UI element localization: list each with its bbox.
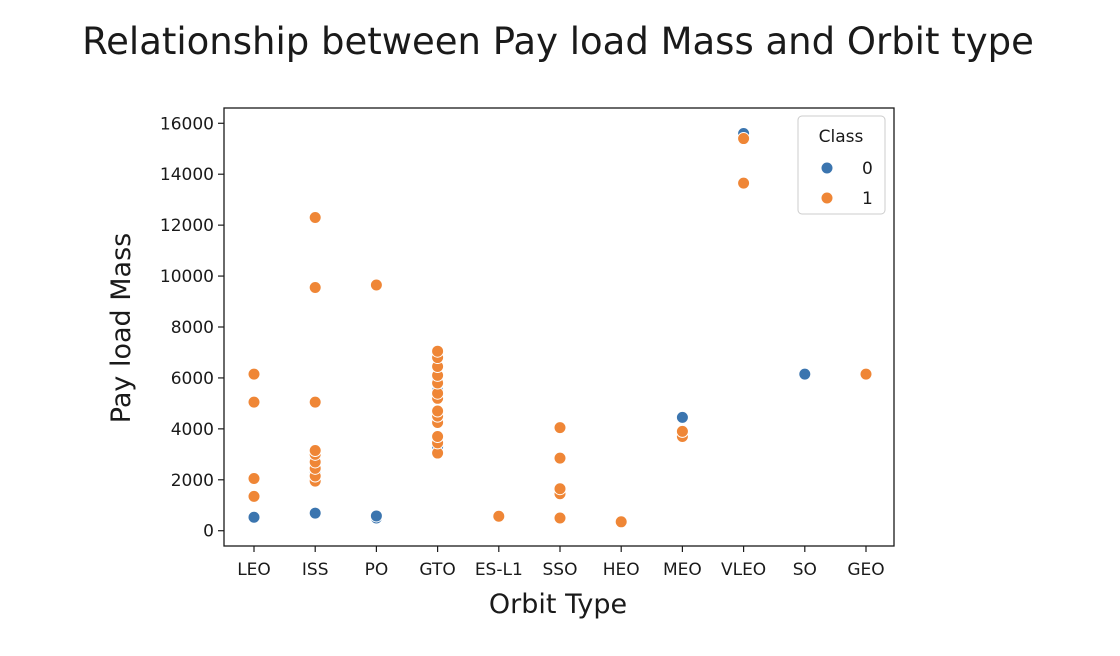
data-point-class-1 xyxy=(614,515,628,529)
x-tick-label: VLEO xyxy=(721,560,766,580)
x-tick-label: ISS xyxy=(302,560,329,580)
data-point-class-1 xyxy=(308,444,322,458)
y-tick-label: 8000 xyxy=(171,318,214,338)
data-point-class-1 xyxy=(492,509,506,523)
chart-title: Relationship between Pay load Mass and O… xyxy=(82,20,1034,63)
data-point-class-1 xyxy=(247,489,261,503)
data-point-class-0 xyxy=(369,509,383,523)
x-tick-label: SO xyxy=(793,560,817,580)
data-point-class-0 xyxy=(247,510,261,524)
y-tick-label: 6000 xyxy=(171,369,214,389)
y-tick-label: 12000 xyxy=(160,216,214,236)
y-tick-label: 2000 xyxy=(171,471,214,491)
data-point-class-1 xyxy=(737,176,751,190)
legend-label-class-0: 0 xyxy=(862,159,873,179)
data-point-class-1 xyxy=(859,367,873,381)
x-tick-label: HEO xyxy=(603,560,640,580)
y-axis: 0 2000 4000 6000 8000 10000 12000 14000 16000 xyxy=(160,114,224,542)
data-point-class-1 xyxy=(247,472,261,486)
y-tick-label: 4000 xyxy=(171,420,214,440)
data-point-class-0 xyxy=(308,506,322,520)
x-tick-label: GEO xyxy=(847,560,884,580)
legend-marker-class-0 xyxy=(820,161,834,175)
data-point-class-0 xyxy=(675,410,689,424)
legend-box xyxy=(797,115,886,215)
x-axis-label: Orbit Type xyxy=(489,589,627,620)
x-tick-label: ES-L1 xyxy=(475,560,523,580)
plot-area xyxy=(223,107,895,547)
legend-marker-class-1 xyxy=(820,191,834,205)
data-point-class-1 xyxy=(553,482,567,496)
data-point-class-1 xyxy=(369,278,383,292)
data-point-class-1 xyxy=(737,132,751,146)
legend: Class 0 1 xyxy=(797,115,886,215)
data-point-class-1 xyxy=(553,511,567,525)
x-tick-label: SSO xyxy=(543,560,578,580)
x-tick-label: GTO xyxy=(419,560,455,580)
y-axis-label: Pay load Mass xyxy=(106,233,137,423)
plot-frame xyxy=(223,107,895,547)
data-point-class-1 xyxy=(431,344,445,358)
y-tick-label: 10000 xyxy=(160,267,214,287)
data-point-class-1 xyxy=(675,424,689,438)
legend-title: Class xyxy=(819,127,864,147)
data-point-class-1 xyxy=(431,430,445,443)
data-point-class-1 xyxy=(553,451,567,465)
y-tick-label: 16000 xyxy=(160,114,214,134)
x-tick-label: PO xyxy=(365,560,389,580)
legend-label-class-1: 1 xyxy=(862,189,873,209)
data-points xyxy=(247,126,873,529)
x-tick-label: MEO xyxy=(663,560,702,580)
data-point-class-1 xyxy=(308,281,322,295)
data-point-class-1 xyxy=(247,395,261,409)
y-tick-label: 0 xyxy=(203,522,214,542)
x-tick-label: LEO xyxy=(237,560,271,580)
data-point-class-1 xyxy=(308,211,322,224)
data-point-class-1 xyxy=(308,395,322,409)
data-point-class-1 xyxy=(553,421,567,435)
data-point-class-1 xyxy=(247,367,261,381)
data-point-class-0 xyxy=(798,367,812,381)
x-axis: LEO ISS PO GTO ES-L1 SSO HEO MEO VLEO SO GEO xyxy=(237,546,885,580)
y-tick-label: 14000 xyxy=(160,165,214,185)
data-point-class-1 xyxy=(431,404,445,418)
